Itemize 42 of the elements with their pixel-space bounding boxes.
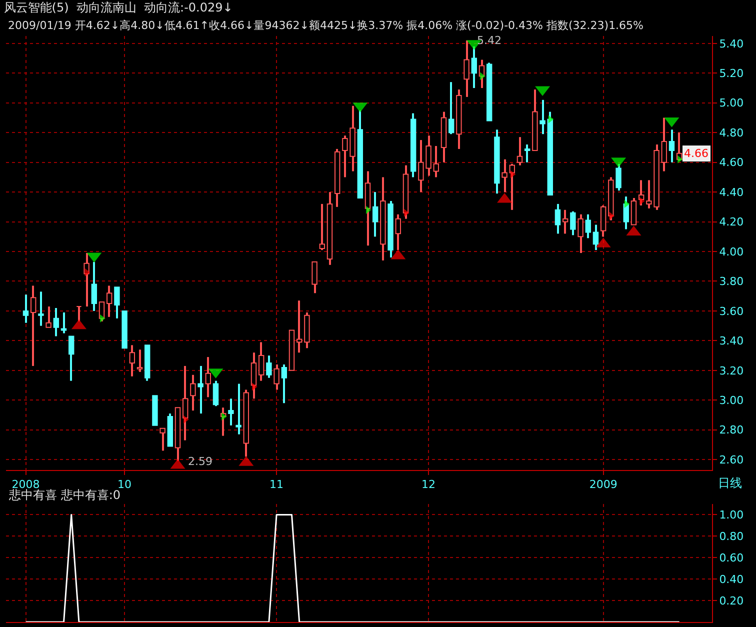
- y-tick-label: 2.80: [719, 424, 744, 437]
- y-tick-label: 4.60: [719, 156, 744, 170]
- y-tick-label: 0.20: [719, 594, 744, 608]
- text: 4.66: [684, 147, 708, 160]
- point: [366, 206, 372, 214]
- x-tick-label: 12: [422, 478, 436, 492]
- y-tick-label: 5.20: [719, 67, 744, 80]
- y-tick-label: 2.60: [719, 453, 744, 466]
- y-tick-label: 3.20: [719, 364, 744, 378]
- y-tick-label: 5.00: [719, 96, 744, 110]
- y-tick-label: 4.40: [719, 186, 744, 199]
- point: [624, 200, 630, 208]
- y-tick-label: 4.20: [719, 216, 744, 229]
- candlestick: [136, 350, 143, 372]
- x-tick-label: 10: [118, 478, 132, 492]
- y-tick-label: 3.40: [719, 334, 744, 348]
- chart-title: 悲中有喜 悲中有喜:0: [8, 488, 120, 502]
- annotation: 2.59: [188, 455, 212, 468]
- candlestick: [198, 366, 204, 414]
- candlestick: [38, 292, 44, 326]
- text: 日线: [718, 476, 742, 490]
- x-tick-label: 2009: [589, 478, 618, 492]
- point: [404, 208, 410, 217]
- y-tick-label: 0.40: [719, 572, 744, 586]
- y-tick-label: 5.40: [719, 37, 744, 50]
- y-tick-label: 3.00: [719, 394, 744, 407]
- y-tick-label: 0.60: [719, 551, 744, 564]
- point: [84, 268, 90, 276]
- y-tick-label: 4.80: [719, 126, 744, 140]
- point: [480, 72, 486, 80]
- x-tick-label: 11: [270, 478, 284, 492]
- y-tick-label: 4.00: [719, 245, 744, 258]
- point: [548, 115, 554, 124]
- y-tick-label: 3.60: [719, 304, 744, 318]
- point: [510, 170, 516, 178]
- candlestick: [296, 300, 302, 353]
- chart-subtitle: 2009/01/19 开4.62↓高4.80↓低4.61↑收4.66↓量94362↓额4425↓换3.37% 振4.06% 涨(-0.02)-0.43% 指数(32.23)1.65%: [8, 19, 644, 32]
- y-tick-label: 3.80: [719, 275, 744, 288]
- chart-title: 风云智能(5) 动向流南山 动向流:-0.029↓: [4, 0, 233, 14]
- y-tick-label: 1.00: [719, 508, 744, 522]
- y-tick-label: 0.80: [719, 530, 744, 544]
- candlestick: [236, 384, 242, 434]
